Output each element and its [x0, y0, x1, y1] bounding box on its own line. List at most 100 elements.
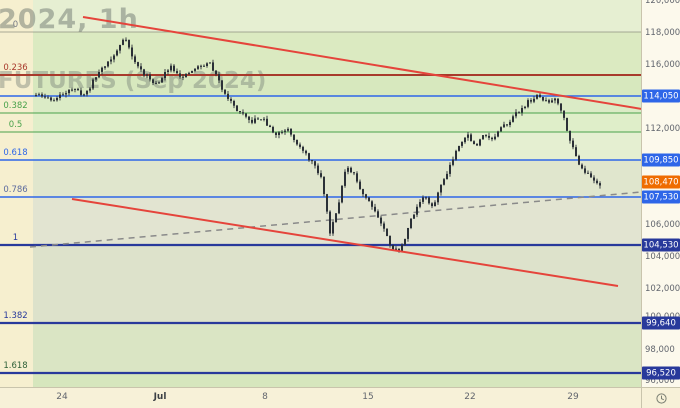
candle-body — [239, 111, 241, 113]
candle-body — [194, 68, 196, 71]
candle-body — [47, 97, 49, 99]
candle-body — [527, 100, 529, 107]
candle-body — [122, 39, 124, 45]
candle-body — [134, 56, 136, 63]
candle-body — [347, 167, 349, 172]
candle-body — [458, 145, 460, 151]
fib-level-label: 1.382 — [3, 311, 28, 321]
candle-body — [380, 217, 382, 224]
candle-body — [395, 248, 397, 250]
candle-body — [317, 165, 319, 174]
candle-body — [101, 67, 103, 72]
candle-body — [212, 62, 214, 71]
candle-body — [110, 59, 112, 62]
candle-body — [410, 218, 412, 228]
candle-body — [491, 137, 493, 140]
red-trendline[interactable] — [82, 16, 641, 110]
plot-area[interactable]: 2024, 1h FUTURES (Sep 2024) 0 0.236 0.382 0… — [0, 0, 641, 387]
price-axis-label: 120,000 — [645, 0, 680, 6]
candle-body — [155, 82, 157, 84]
candle-body — [290, 128, 292, 135]
candle-body — [281, 131, 283, 133]
candle-body — [554, 98, 556, 101]
candle-body — [269, 125, 271, 127]
candle-body — [140, 66, 142, 70]
candle-body — [359, 181, 361, 189]
candle-body — [518, 112, 520, 114]
candle-body — [488, 135, 490, 138]
candle-body — [98, 72, 100, 78]
fib-level-label: 0.618 — [3, 148, 28, 158]
candle-body — [53, 100, 55, 102]
candle-body — [374, 206, 376, 212]
candle-body — [386, 228, 388, 236]
candle-body — [515, 112, 517, 117]
candle-body — [152, 79, 154, 83]
candle-body — [80, 90, 82, 95]
last-price-badge: 108,470 — [642, 175, 680, 189]
price-axis-label: 112,000 — [645, 124, 680, 134]
candle-body — [245, 113, 247, 117]
candle-body — [284, 130, 286, 132]
candle-body — [362, 189, 364, 195]
dashed-trendline[interactable] — [29, 191, 641, 248]
candle-body — [584, 168, 586, 173]
candle-body — [557, 98, 559, 104]
candle-body — [416, 206, 418, 215]
candle-body — [467, 134, 469, 138]
candle-body — [227, 93, 229, 99]
candle-body — [254, 118, 256, 123]
candle-body — [41, 94, 43, 97]
candle-body — [422, 197, 424, 202]
candle-body — [260, 119, 262, 121]
candle-body — [383, 223, 385, 229]
candle-body — [197, 66, 199, 69]
candle-body — [206, 63, 208, 66]
candle-body — [251, 119, 253, 123]
candle-body — [179, 73, 181, 77]
candle-body — [272, 127, 274, 133]
candle-body — [305, 150, 307, 154]
candle-body — [149, 74, 151, 80]
fib-band — [33, 323, 641, 373]
candle-body — [191, 70, 193, 73]
candle-body — [158, 82, 160, 84]
time-axis-label: 22 — [464, 392, 476, 402]
candle-body — [428, 197, 430, 204]
candle-body — [476, 143, 478, 146]
candle-body — [287, 128, 289, 131]
fib-band — [33, 113, 641, 132]
candle-body — [413, 214, 415, 219]
candle-body — [323, 177, 325, 195]
candle-body — [512, 116, 514, 122]
time-axis[interactable]: 24 Jul 8 15 22 29 — [0, 387, 641, 408]
candle-body — [44, 96, 46, 98]
chart-canvas[interactable] — [0, 0, 641, 387]
candle-body — [185, 73, 187, 78]
candle-body — [230, 98, 232, 101]
fib-band — [33, 160, 641, 197]
candle-body — [86, 90, 88, 95]
clock-icon[interactable] — [655, 392, 667, 404]
price-axis[interactable]: 120,000 118,000 116,000 112,000 106,000 104,0… — [641, 0, 680, 387]
candle-body — [236, 105, 238, 111]
candle-body — [92, 79, 94, 89]
candle-body — [578, 155, 580, 165]
candle-body — [296, 140, 298, 145]
candle-body — [68, 89, 70, 94]
candle-body — [131, 47, 133, 57]
candle-body — [542, 97, 544, 101]
candle-body — [353, 172, 355, 174]
candle-body — [176, 71, 178, 74]
candle-body — [419, 202, 421, 207]
candle-body — [536, 94, 538, 99]
fib-level-label: 0 — [12, 20, 19, 30]
candle-body — [551, 100, 553, 103]
candle-body — [266, 118, 268, 126]
candle-body — [497, 131, 499, 137]
red-trendline[interactable] — [71, 198, 619, 287]
candle-body — [503, 124, 505, 128]
candle-body — [449, 164, 451, 174]
candle-body — [35, 94, 37, 96]
